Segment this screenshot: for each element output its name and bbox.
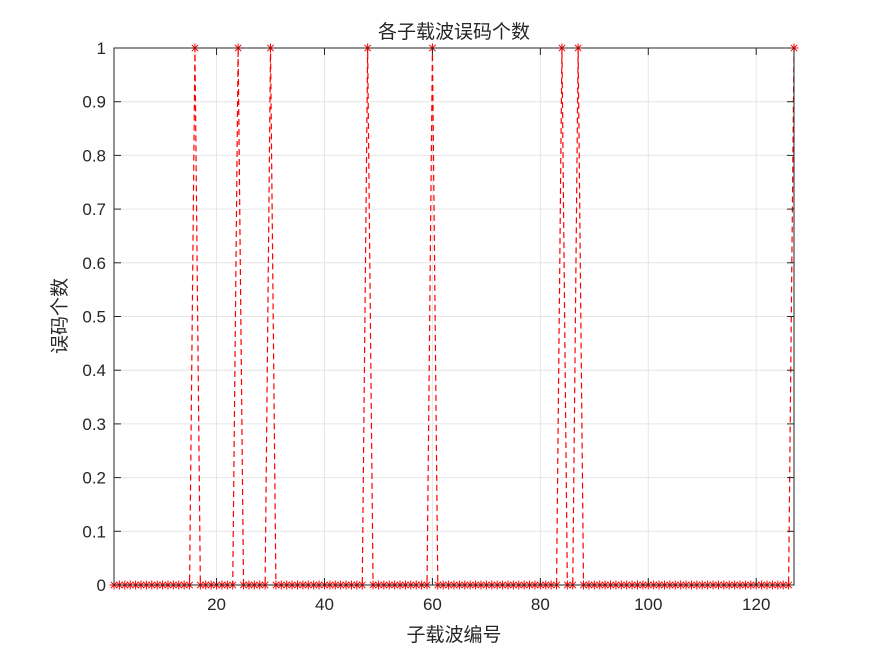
y-tick-label: 1 xyxy=(97,39,106,58)
y-tick-label: 0.1 xyxy=(82,522,106,541)
y-tick-label: 0 xyxy=(97,576,106,595)
chart-title: 各子载波误码个数 xyxy=(378,21,530,43)
x-tick-label: 20 xyxy=(207,595,226,614)
axis-ticks: 20 40 60 80 100 120 0 0.1 0.2 0.3 0.4 0.5 0.6 0.7 0.8 0… xyxy=(82,39,794,614)
y-tick-label: 0.2 xyxy=(82,469,106,488)
x-tick-label: 100 xyxy=(634,595,662,614)
x-tick-label: 120 xyxy=(742,595,770,614)
x-tick-label: 80 xyxy=(531,595,550,614)
y-tick-label: 0.4 xyxy=(82,361,106,380)
y-tick-label: 0.7 xyxy=(82,200,106,219)
x-tick-label: 60 xyxy=(423,595,442,614)
y-tick-label: 0.5 xyxy=(82,308,106,327)
y-tick-label: 0.8 xyxy=(82,146,106,165)
x-axis-label: 子载波编号 xyxy=(406,624,501,646)
y-tick-label: 0.3 xyxy=(82,415,106,434)
y-axis-label: 误码个数 xyxy=(49,278,71,354)
y-tick-label: 0.9 xyxy=(82,93,106,112)
y-tick-label: 0.6 xyxy=(82,254,106,273)
x-tick-label: 40 xyxy=(315,595,334,614)
